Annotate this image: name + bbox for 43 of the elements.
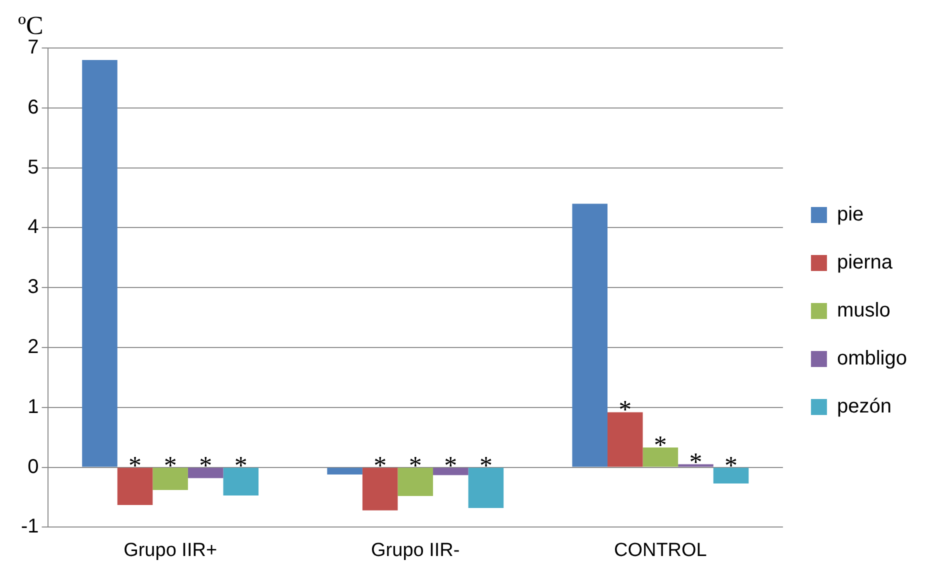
data-label: * [234, 450, 248, 480]
y-tick-label: 0 [28, 456, 39, 478]
data-label: * [444, 450, 458, 480]
bar [713, 468, 749, 484]
data-label: * [199, 450, 212, 480]
y-tick-label: -1 [20, 516, 39, 538]
legend-label: pezón [836, 396, 892, 418]
legend-label: muslo [836, 300, 890, 322]
bar [152, 468, 188, 490]
bar [82, 60, 118, 467]
data-label: * [724, 450, 738, 480]
data-label: * [164, 450, 177, 480]
data-label: * [689, 447, 702, 476]
bar [223, 468, 259, 496]
x-tick-label: Grupo IIR+ [124, 540, 218, 561]
x-tick-label: Grupo IIR- [371, 540, 460, 561]
y-tick-label: 1 [28, 396, 39, 418]
bar [572, 204, 608, 467]
bar [398, 468, 434, 496]
bar [642, 448, 678, 467]
bar [433, 468, 468, 476]
y-tick-label: 2 [28, 336, 39, 358]
bar [468, 468, 504, 508]
y-tick-label: 6 [28, 96, 39, 118]
data-label: * [618, 395, 632, 424]
data-label: * [128, 450, 142, 480]
data-label: * [654, 430, 667, 460]
y-tick-label: 3 [28, 276, 39, 298]
y-tick-label: 5 [28, 156, 39, 178]
bar [188, 468, 224, 478]
legend-label: pierna [836, 252, 894, 274]
bar [327, 468, 362, 474]
bar [362, 468, 398, 510]
x-tick-label: CONTROL [614, 540, 707, 561]
bar [117, 468, 153, 506]
data-label: * [479, 450, 492, 480]
legend-label: ombligo [836, 348, 908, 370]
data-label: * [374, 450, 387, 480]
bar [678, 464, 714, 467]
data-label: * [408, 450, 422, 480]
bar [608, 412, 643, 467]
legend-label: pie [836, 204, 864, 226]
y-tick-label: 4 [28, 216, 39, 238]
